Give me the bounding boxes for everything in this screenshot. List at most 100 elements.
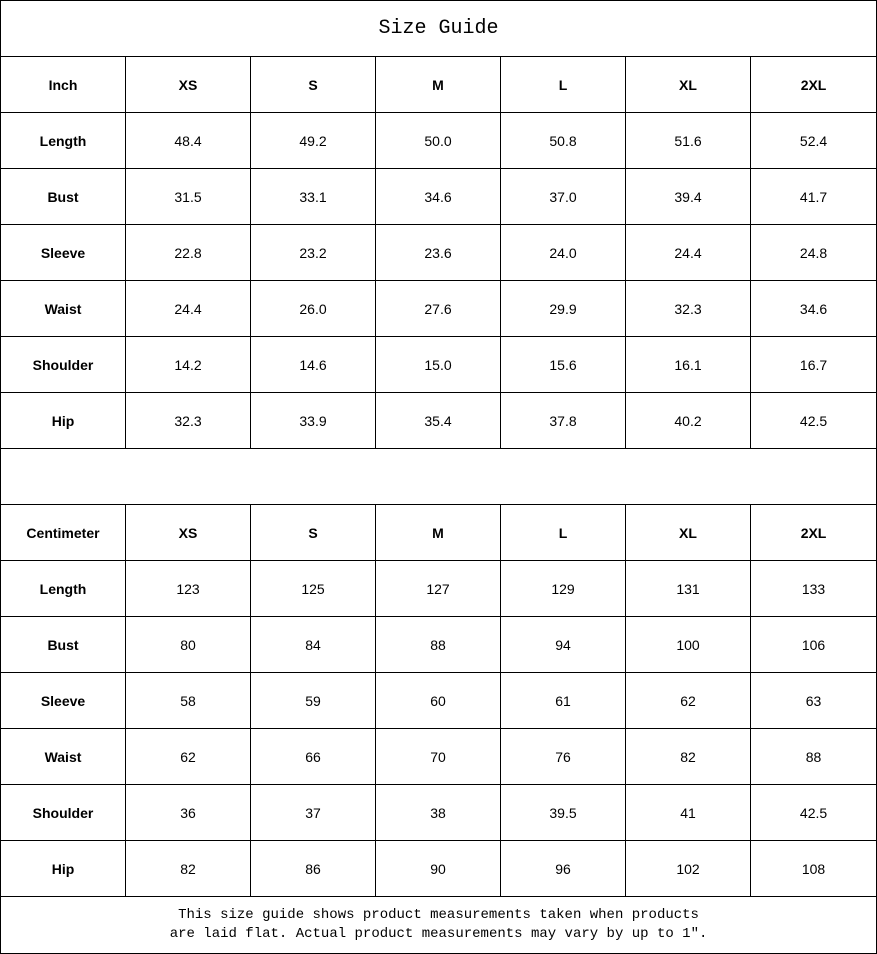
measurement-value: 88: [375, 616, 501, 673]
measurement-value: 58: [125, 672, 251, 729]
measurement-value: 27.6: [375, 280, 501, 337]
measurement-value: 24.8: [749, 224, 877, 281]
measurement-value: 88: [749, 728, 877, 785]
measurement-value: 38: [375, 784, 501, 841]
measurement-value: 50.8: [500, 112, 626, 169]
measurement-value: 82: [625, 728, 751, 785]
measurement-value: 66: [250, 728, 376, 785]
size-header: M: [375, 56, 501, 113]
measurement-value: 39.5: [500, 784, 626, 841]
measurement-label: Shoulder: [0, 336, 126, 393]
unit-header: Centimeter: [0, 504, 126, 561]
size-header: S: [250, 56, 376, 113]
measurement-label: Bust: [0, 616, 126, 673]
measurement-value: 127: [375, 560, 501, 617]
measurement-value: 32.3: [625, 280, 751, 337]
measurement-value: 36: [125, 784, 251, 841]
size-header: XL: [625, 504, 751, 561]
measurement-value: 129: [500, 560, 626, 617]
size-header: 2XL: [749, 56, 877, 113]
size-header: S: [250, 504, 376, 561]
header-row: Inch XS S M L XL 2XL: [0, 56, 877, 113]
measurement-label: Hip: [0, 392, 126, 449]
measurement-value: 52.4: [749, 112, 877, 169]
measurement-label: Sleeve: [0, 224, 126, 281]
table-row: Shoulder 14.2 14.6 15.0 15.6 16.1 16.7: [0, 336, 877, 393]
measurement-value: 90: [375, 840, 501, 897]
measurement-value: 24.4: [625, 224, 751, 281]
measurement-label: Waist: [0, 728, 126, 785]
measurement-value: 15.0: [375, 336, 501, 393]
table-row: Hip 32.3 33.9 35.4 37.8 40.2 42.5: [0, 392, 877, 449]
measurement-value: 23.6: [375, 224, 501, 281]
measurement-value: 42.5: [749, 392, 877, 449]
unit-header: Inch: [0, 56, 126, 113]
size-header: XL: [625, 56, 751, 113]
measurement-value: 94: [500, 616, 626, 673]
table-row: Sleeve 22.8 23.2 23.6 24.0 24.4 24.8: [0, 224, 877, 281]
measurement-value: 29.9: [500, 280, 626, 337]
measurement-value: 35.4: [375, 392, 501, 449]
measurement-value: 96: [500, 840, 626, 897]
measurement-value: 16.1: [625, 336, 751, 393]
table-row: Length 123 125 127 129 131 133: [0, 560, 877, 617]
size-header: L: [500, 56, 626, 113]
table-row: Bust 80 84 88 94 100 106: [0, 616, 877, 673]
measurement-value: 33.9: [250, 392, 376, 449]
page-title: Size Guide: [0, 0, 877, 57]
measurement-value: 62: [625, 672, 751, 729]
spacer-row: [0, 448, 877, 505]
table-row: Sleeve 58 59 60 61 62 63: [0, 672, 877, 729]
note-row: This size guide shows product measuremen…: [0, 896, 877, 954]
measurement-value: 48.4: [125, 112, 251, 169]
measurement-label: Length: [0, 560, 126, 617]
measurement-value: 70: [375, 728, 501, 785]
measurement-value: 108: [749, 840, 877, 897]
table-row: Waist 24.4 26.0 27.6 29.9 32.3 34.6: [0, 280, 877, 337]
measurement-value: 62: [125, 728, 251, 785]
footnote: This size guide shows product measuremen…: [0, 896, 877, 954]
table-row: Hip 82 86 90 96 102 108: [0, 840, 877, 897]
measurement-label: Waist: [0, 280, 126, 337]
measurement-value: 39.4: [625, 168, 751, 225]
table-row: Length 48.4 49.2 50.0 50.8 51.6 52.4: [0, 112, 877, 169]
measurement-value: 32.3: [125, 392, 251, 449]
size-header: 2XL: [749, 504, 877, 561]
measurement-value: 50.0: [375, 112, 501, 169]
title-row: Size Guide: [0, 0, 877, 57]
measurement-label: Bust: [0, 168, 126, 225]
measurement-value: 15.6: [500, 336, 626, 393]
footnote-line-1: This size guide shows product measuremen…: [178, 907, 699, 923]
measurement-value: 26.0: [250, 280, 376, 337]
measurement-value: 37.8: [500, 392, 626, 449]
measurement-value: 34.6: [749, 280, 877, 337]
measurement-value: 42.5: [749, 784, 877, 841]
measurement-value: 123: [125, 560, 251, 617]
measurement-value: 63: [749, 672, 877, 729]
measurement-value: 41: [625, 784, 751, 841]
table-row: Bust 31.5 33.1 34.6 37.0 39.4 41.7: [0, 168, 877, 225]
measurement-value: 16.7: [749, 336, 877, 393]
measurement-value: 131: [625, 560, 751, 617]
size-header: L: [500, 504, 626, 561]
measurement-value: 23.2: [250, 224, 376, 281]
measurement-label: Sleeve: [0, 672, 126, 729]
measurement-value: 22.8: [125, 224, 251, 281]
measurement-value: 76: [500, 728, 626, 785]
measurement-value: 60: [375, 672, 501, 729]
measurement-value: 31.5: [125, 168, 251, 225]
size-header: M: [375, 504, 501, 561]
measurement-value: 102: [625, 840, 751, 897]
size-header: XS: [125, 56, 251, 113]
measurement-value: 49.2: [250, 112, 376, 169]
measurement-value: 14.6: [250, 336, 376, 393]
measurement-value: 82: [125, 840, 251, 897]
measurement-label: Length: [0, 112, 126, 169]
measurement-value: 61: [500, 672, 626, 729]
measurement-value: 34.6: [375, 168, 501, 225]
measurement-value: 59: [250, 672, 376, 729]
measurement-label: Shoulder: [0, 784, 126, 841]
spacer-cell: [0, 448, 877, 505]
